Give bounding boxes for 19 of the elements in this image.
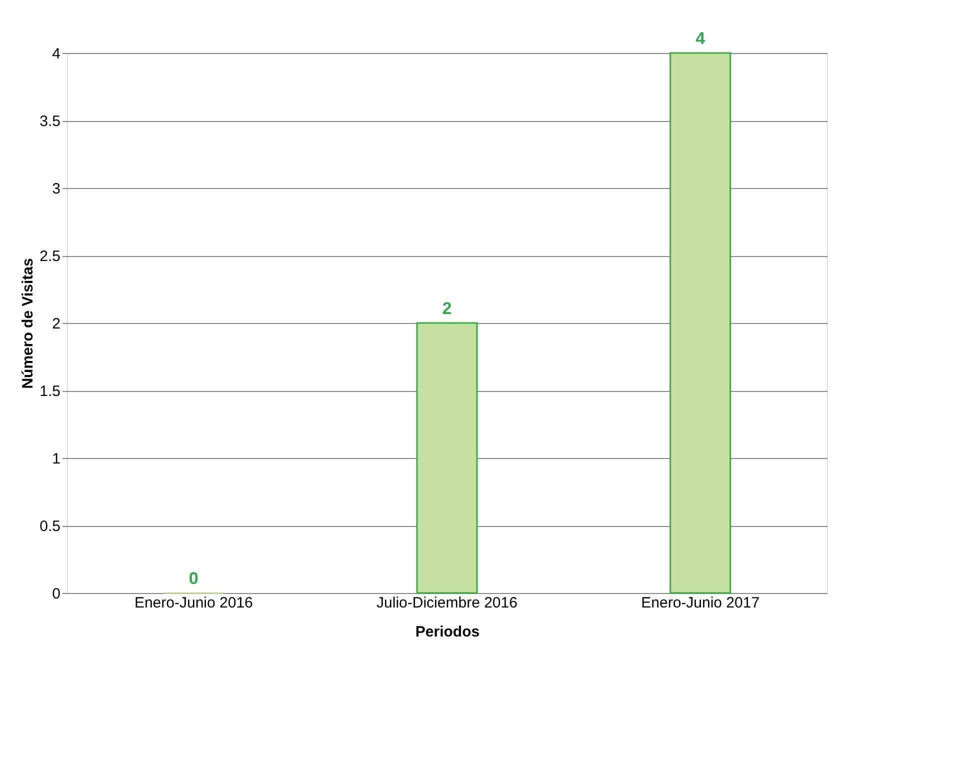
y-tick-label: 0	[52, 586, 60, 602]
y-axis-title: Número de Visitas	[20, 258, 37, 389]
bar	[416, 322, 478, 594]
data-label: 0	[188, 569, 198, 588]
data-label: 4	[696, 29, 706, 48]
y-tick-label: 2	[52, 316, 60, 332]
y-tick-label: 1.5	[40, 383, 60, 400]
y-tick-label: 1	[52, 450, 60, 468]
x-tick-label: Enero-Junio 2016	[134, 594, 253, 612]
x-tick-label: Julio-Diciembre 2016	[376, 594, 518, 612]
x-tick-label: Enero-Junio 2017	[641, 594, 760, 612]
y-tick-label: 0.5	[40, 518, 60, 535]
x-axis-title: Periodos	[415, 624, 480, 640]
y-tick-label: 3	[52, 180, 60, 198]
y-tick-label: 3.5	[40, 113, 60, 130]
y-tick-label: 2.5	[40, 248, 60, 265]
data-label: 2	[442, 299, 452, 318]
y-tick-label: 4	[52, 46, 60, 62]
bar	[670, 52, 732, 594]
